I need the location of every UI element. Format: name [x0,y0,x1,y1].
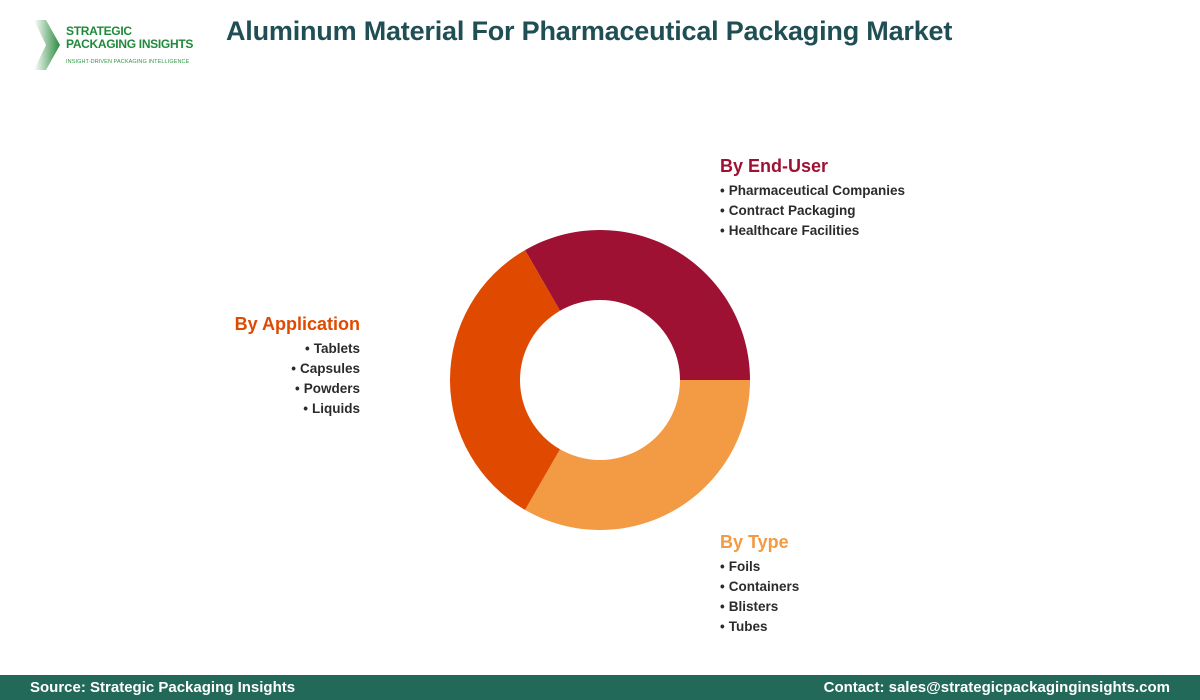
segment-application: By Application TabletsCapsulesPowdersLiq… [235,313,360,419]
list-item: Powders [235,379,360,399]
segment-list: FoilsContainersBlistersTubes [720,557,800,637]
segment-list: Pharmaceutical CompaniesContract Packagi… [720,181,905,241]
list-item: Capsules [235,359,360,379]
list-item: Healthcare Facilities [720,221,905,241]
list-item: Contract Packaging [720,201,905,221]
logo-line1: STRATEGIC [66,24,132,38]
list-item: Liquids [235,399,360,419]
list-item: Foils [720,557,799,577]
list-item: Containers [720,577,800,597]
segment-end-user-arc [525,230,750,380]
segment-application-arc [450,250,561,510]
list-item: Tubes [720,617,799,637]
segment-list: TabletsCapsulesPowdersLiquids [235,339,360,419]
segment-heading: By Type [720,532,789,552]
list-item: Tablets [235,339,360,359]
chevron-logo-icon [34,20,60,70]
source-text: Source: Strategic Packaging Insights [30,679,296,696]
page-title: Aluminum Material For Pharmaceutical Pac… [226,16,953,46]
contact-link[interactable]: Contact: sales@strategicpackaginginsight… [823,679,1170,696]
logo-line2: PACKAGING INSIGHTS [66,37,194,51]
segment-heading: By End-User [720,156,829,176]
segment-type-arc [525,380,750,530]
footer: Source: Strategic Packaging Insights Con… [0,675,1200,700]
segment-heading: By Application [234,314,360,334]
segment-end-user: By End-User Pharmaceutical CompaniesCont… [720,155,905,241]
list-item: Pharmaceutical Companies [720,181,905,201]
list-item: Blisters [720,597,799,617]
logo: STRATEGIC PACKAGING INSIGHTS INSIGHT-DRI… [30,18,210,72]
logo-tagline: INSIGHT-DRIVEN PACKAGING INTELLIGENCE [66,59,190,65]
segment-type: By Type FoilsContainersBlistersTubes [720,531,799,637]
